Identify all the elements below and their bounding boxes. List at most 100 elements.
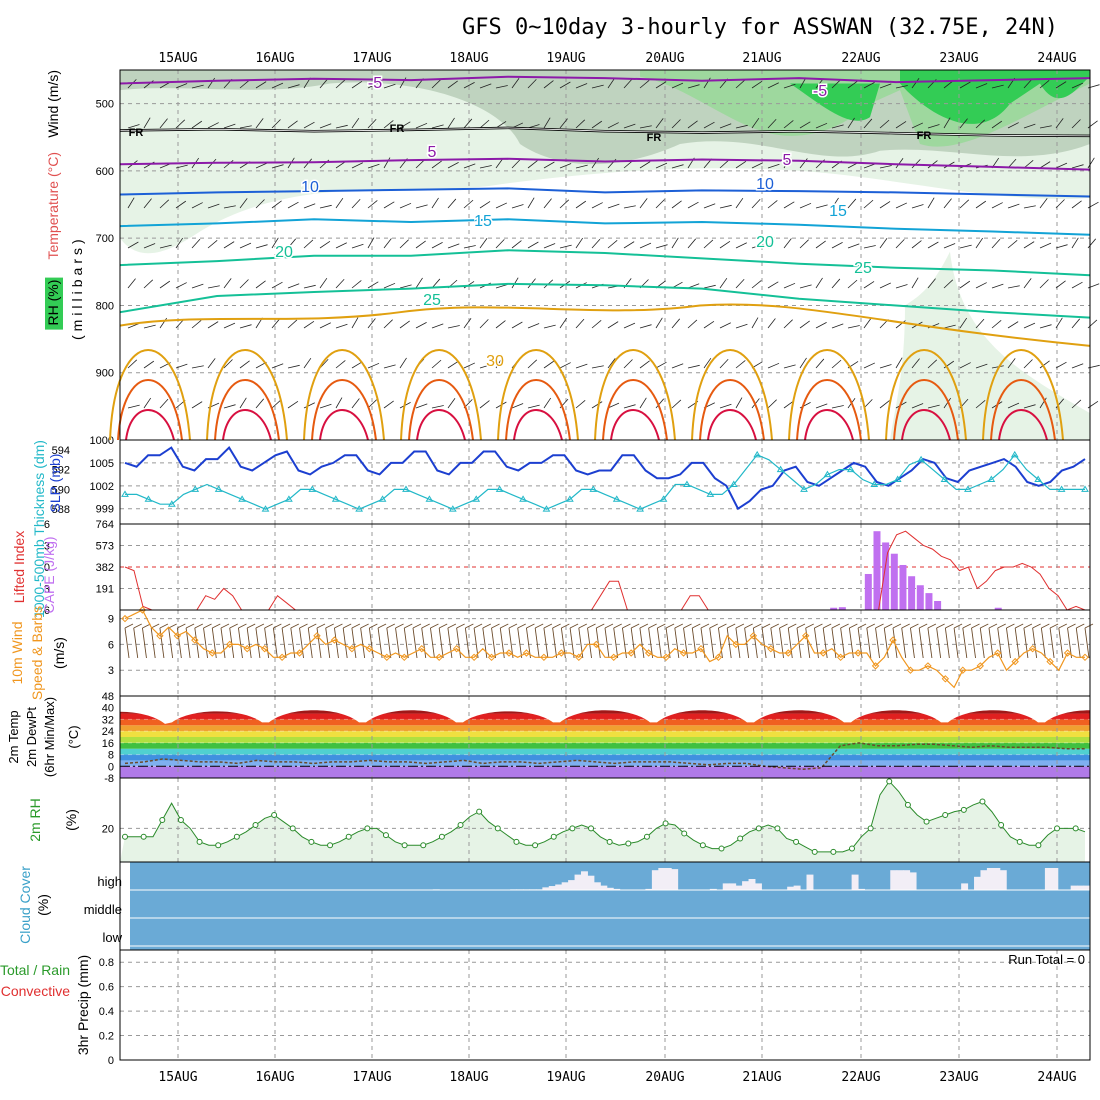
wind-barb-flag (945, 623, 954, 629)
wind-barb (191, 202, 203, 209)
wind-barb (623, 123, 636, 129)
cloud-bar-high (561, 882, 569, 890)
wind-barb-flag (229, 623, 238, 629)
wind-barb (287, 400, 299, 409)
cloud-bar-high (581, 871, 588, 890)
wind-barb-flag (918, 623, 928, 629)
cape-bar (864, 573, 872, 610)
wind-barb (783, 364, 796, 369)
wind-barb (383, 282, 396, 289)
thickness-marker (589, 485, 598, 492)
wind-speed-marker (173, 632, 182, 640)
wind-barb (335, 197, 344, 209)
wind-barb (687, 84, 700, 89)
wind-barb-10m (944, 627, 950, 659)
wind-speed-marker (906, 666, 915, 674)
precip-tick-label: 0 (108, 1055, 114, 1067)
wind-speed-marker (1028, 644, 1037, 653)
wind-barb-10m (403, 627, 409, 659)
wind-barb-flag (788, 623, 797, 629)
rh2m-marker (588, 825, 595, 832)
wind-barb (143, 360, 155, 369)
wind-barb (1007, 402, 1020, 409)
wind-barb-10m (194, 627, 200, 659)
wind-barb (607, 402, 620, 409)
wind-barb (431, 405, 444, 409)
wind-barb (783, 83, 796, 89)
wind-barb (127, 241, 139, 249)
slp-tick-label: 1002 (90, 481, 114, 493)
rh2m-marker (122, 833, 128, 840)
pressure-units-group: (millibars) (69, 235, 85, 340)
wind-barb-10m (875, 627, 880, 659)
warm-isotherm (691, 349, 773, 441)
temp-band (120, 710, 1090, 714)
wind-speed-marker (976, 662, 984, 670)
top-date-label: 19AUG (546, 51, 585, 66)
wind-barb-flag (325, 623, 334, 629)
wind-barb-flag (674, 623, 684, 629)
thickness-marker (285, 495, 293, 502)
warm-isotherm (206, 349, 288, 441)
wind-barb (463, 82, 475, 89)
slp-ylabel: 1000-500mb Thickness (dm) (31, 440, 47, 618)
wind-barb-10m (936, 627, 942, 659)
thickness-marker (565, 495, 574, 502)
thickness-marker (964, 485, 972, 492)
wind-barb-flag (473, 623, 483, 629)
wind-barb-10m (1006, 627, 1011, 659)
rh2m-ylabel-group: 2m RH (%) (27, 798, 79, 842)
cloud-tick-label: middle (84, 902, 122, 917)
cloud-bar-high (806, 874, 814, 890)
wind-barb (463, 118, 473, 129)
wind-speed-marker (924, 662, 932, 670)
wind-barb (255, 199, 265, 209)
wind-barb (975, 399, 986, 409)
wind-barb-flag (1041, 623, 1050, 629)
wind-barb (607, 77, 616, 89)
wind-barb (447, 117, 455, 129)
cloud-bar-high (903, 870, 911, 890)
wind-barb (415, 122, 428, 129)
rh2m-marker (662, 820, 669, 827)
thickness-marker (683, 480, 691, 487)
cape-bar (908, 576, 916, 610)
wind-barb (495, 320, 506, 329)
wind-barb-flag (281, 623, 291, 629)
wind-barb (735, 360, 746, 369)
wind-barb (751, 117, 760, 129)
wind-barb (303, 203, 316, 209)
warm-isotherm (497, 349, 579, 441)
wind-barb (911, 240, 922, 249)
wind-barb-10m (971, 627, 976, 659)
wind-barb-10m (142, 627, 147, 659)
thickness-marker (144, 495, 153, 502)
wind-speed-line (124, 609, 1085, 689)
wind-barb (591, 365, 604, 369)
wind-barb (975, 200, 987, 209)
wind-barb-flag (770, 623, 780, 629)
wind-speed-marker (767, 644, 775, 653)
freezing-label: FR (129, 127, 144, 139)
wind-barb (735, 323, 748, 329)
rh2m-marker (960, 806, 967, 813)
wind-barb (895, 158, 904, 169)
wind-barb-10m (377, 627, 383, 659)
wind-barb-flag (875, 623, 884, 629)
wind-barb (431, 278, 441, 289)
wind-barb (575, 119, 586, 129)
li-tick-label: 3 (44, 541, 50, 553)
wind-barb (495, 158, 504, 169)
isotherm-25 (119, 282, 1091, 319)
chart-layer: 15AUG 15AUG 16AUG 16AUG 17AUG 17AUG 18AUG 18AUG… (0, 51, 1100, 1085)
wind-barb-flag (630, 623, 640, 629)
wind-ylabel: (m/s) (51, 637, 67, 669)
wind-barb (287, 201, 299, 209)
rh2m-marker (289, 825, 296, 832)
wind-barb (543, 117, 551, 129)
wind-barb (127, 197, 135, 209)
wind-barb (463, 199, 474, 209)
wind-barb (767, 362, 780, 369)
wind-barb (127, 359, 138, 369)
wind-barb (175, 83, 188, 89)
